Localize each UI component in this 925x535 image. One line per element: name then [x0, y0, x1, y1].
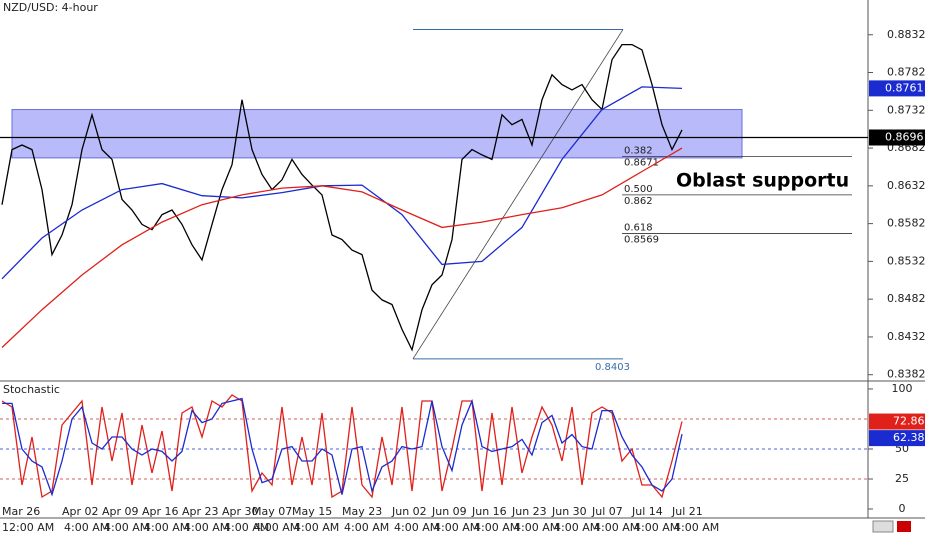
x-time-label: 4:00 AM: [344, 521, 389, 534]
x-tick-label: Apr 30: [222, 505, 259, 518]
close-icon[interactable]: [897, 521, 911, 532]
x-time-label: 4:00 AM: [434, 521, 479, 534]
x-time-label: 4:00 AM: [104, 521, 149, 534]
x-tick-label: May 07: [252, 505, 292, 518]
series-line: [1, 43, 683, 352]
x-tick-label: Jul 14: [631, 505, 663, 518]
y-tick-label: 25: [895, 472, 909, 485]
fib-low-label: 0.8403: [595, 362, 630, 373]
y-tick-label: 100: [892, 382, 913, 395]
series-line: [1, 86, 683, 280]
scroll-icon[interactable]: [872, 520, 894, 533]
y-tick-label: 0.8532: [887, 254, 925, 267]
value-tag: [869, 413, 925, 430]
y-tick-label: 0: [899, 502, 906, 515]
x-tick-label: Apr 16: [142, 505, 179, 518]
x-time-label: 4:00 AM: [594, 521, 639, 534]
y-tick-label: 0.8432: [887, 330, 925, 343]
y-tick-label: 0.8382: [887, 368, 925, 381]
x-tick-label: Jun 02: [391, 505, 427, 518]
x-tick-label: Jul 21: [671, 505, 703, 518]
x-tick-label: Jun 09: [431, 505, 467, 518]
panel-title: Stochastic: [3, 383, 60, 396]
fib-price: 0.8569: [624, 234, 659, 245]
y-tick-label: 0.8632: [887, 179, 925, 192]
x-tick-label: Jun 16: [471, 505, 507, 518]
fib-trend: [412, 29, 624, 360]
fib-ratio: 0.618: [624, 222, 653, 233]
x-time-label: 4:00 AM: [224, 521, 269, 534]
x-time-label: 4:00 AM: [184, 521, 229, 534]
x-time-label: 4:00 AM: [674, 521, 719, 534]
y-tick-label: 0.8832: [887, 28, 925, 41]
y-tick-label: 0.8482: [887, 292, 925, 305]
value-tag: [869, 80, 925, 97]
value-tag-label: 72.86: [893, 415, 925, 428]
x-tick-label: May 23: [342, 505, 382, 518]
x-tick-label: Jun 23: [511, 505, 547, 518]
x-time-label: 4:00 AM: [514, 521, 559, 534]
x-tick-label: Jul 07: [591, 505, 623, 518]
value-tag-label: 62.38: [893, 431, 925, 444]
x-tick-label: Mar 26: [2, 505, 40, 518]
price-tag: [869, 129, 925, 146]
value-tag: [869, 430, 925, 447]
fib-price: 0.862: [624, 196, 653, 207]
fib-price: 0.8671: [624, 157, 659, 168]
x-time-label: 4:00 AM: [474, 521, 519, 534]
x-time-label: 12:00 AM: [2, 521, 54, 534]
x-tick-label: May 15: [292, 505, 332, 518]
x-time-label: 4:00 AM: [254, 521, 299, 534]
x-tick-label: Apr 02: [62, 505, 99, 518]
x-time-label: 4:00 AM: [394, 521, 439, 534]
x-tick-label: Apr 09: [102, 505, 139, 518]
value-tag-label: 0.8761: [885, 81, 924, 94]
fib-ratio: 0.500: [624, 184, 653, 195]
x-time-label: 4:00 AM: [554, 521, 599, 534]
x-tick-label: Apr 23: [182, 505, 219, 518]
y-tick-label: 0.8782: [887, 66, 925, 79]
series-line: [1, 147, 683, 348]
y-tick-label: 0.8582: [887, 217, 925, 230]
fib-ratio: 0.382: [624, 145, 653, 156]
x-time-label: 4:00 AM: [144, 521, 189, 534]
support-label: Oblast supportu: [676, 169, 849, 191]
x-time-label: 4:00 AM: [64, 521, 109, 534]
series-line: [1, 394, 683, 499]
x-time-label: 4:00 AM: [294, 521, 339, 534]
series-line: [2, 397, 683, 497]
y-tick-label: 0.8732: [887, 103, 925, 116]
x-tick-label: Jun 30: [551, 505, 587, 518]
price-tag-label: 0.8696: [885, 130, 924, 143]
x-time-label: 4:00 AM: [634, 521, 679, 534]
panel-title: NZD/USD: 4-hour: [3, 1, 98, 14]
support-zone: [11, 109, 743, 159]
